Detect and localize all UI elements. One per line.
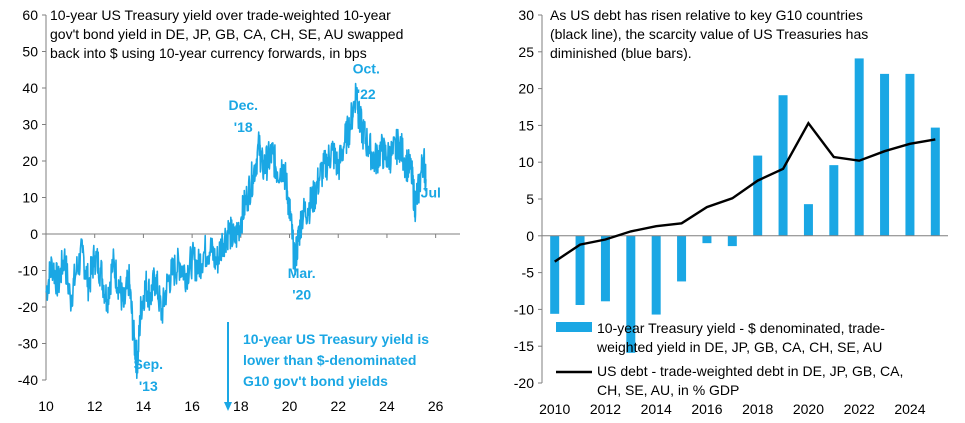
left-x-tick-label: 20 [282,398,298,414]
left-annotation: Jul [421,185,441,201]
left-y-tick-label: -20 [18,299,38,315]
right-chart: -20 -15 -10 -5 0 5 10 15 20 25 30 2010 2012 2014 2016… [514,7,948,417]
right-y-tick-label: 5 [526,191,534,207]
right-bar [600,235,610,302]
left-title-line: back into $ using 10-year currency forwa… [50,45,367,61]
left-y-tick-label: 10 [22,190,38,206]
right-bar [575,235,585,305]
left-y-tick-label: 30 [22,117,38,133]
left-annotation: '13 [139,378,158,394]
left-callout-line: lower than $-denominated [243,352,416,368]
right-bar [626,235,636,353]
right-y-tick-label: -10 [514,301,534,317]
right-bar [854,58,864,236]
left-y-tick-label: 0 [30,226,38,242]
right-x-tick-label: 2010 [539,401,570,417]
left-x-tick-label: 12 [87,398,103,414]
left-annotation: Dec. [228,97,258,113]
left-x-tick-label: 26 [428,398,444,414]
legend-bar-label: weighted yield in DE, JP, GB, CA, CH, SE… [596,339,882,355]
right-title-line: As US debt has risen relative to key G10… [550,7,863,23]
right-y-tick-label: -5 [522,265,535,281]
left-x-tick-label: 10 [38,398,54,414]
right-x-tick-label: 2014 [641,401,672,417]
right-bar [753,155,763,236]
left-y-tick-label: 40 [22,80,38,96]
left-annotation: '20 [292,287,311,303]
right-y-tick-label: 20 [518,81,534,97]
left-x-tick-label: 24 [379,398,395,414]
right-bar [905,73,915,236]
right-y-tick-label: 15 [518,117,534,133]
legend-line-label: US debt - trade-weighted debt in DE, JP,… [597,363,903,379]
right-bar [651,235,661,315]
left-chart: -40 -30 -20 -10 0 10 20 30 40 50 60 10 12 14 16 18 20 22… [18,7,460,414]
left-y-tick-label: 20 [22,153,38,169]
right-x-tick-label: 2022 [844,401,875,417]
left-y-tick-label: 50 [22,44,38,60]
left-y-tick-label: -30 [18,336,38,352]
right-debt-line [554,121,936,263]
left-y-tick-label: -10 [18,263,38,279]
right-bar [727,235,737,247]
left-y-tick-label: -40 [18,372,38,388]
left-annotation: Oct. [353,60,380,76]
right-bar [677,235,687,282]
left-x-tick-label: 16 [184,398,200,414]
right-y-tick-label: 30 [518,7,534,23]
left-annotation: '18 [234,119,253,135]
right-y-tick-label: 10 [518,154,534,170]
legend-bar-swatch [556,322,592,332]
right-x-tick-label: 2012 [590,401,621,417]
right-x-tick-label: 2020 [793,401,824,417]
right-title-line: (black line), the scarcity value of US T… [550,26,868,42]
left-x-tick-label: 14 [136,398,152,414]
right-bar [550,235,560,314]
left-title-line: gov't bond yield in DE, JP, GB, CA, CH, … [50,26,403,42]
down-arrow-head [224,402,232,411]
right-y-tick-label: 0 [526,228,534,244]
left-annotation: Sep. [133,356,163,372]
right-bar [930,127,940,236]
left-y-tick-label: 60 [22,7,38,23]
left-callout-line: 10-year US Treasury yield is [243,331,429,347]
left-annotation: '22 [357,86,376,102]
right-bar [778,95,788,236]
left-x-tick-label: 18 [233,398,249,414]
legend-bar-label: 10-year Treasury yield - $ denominated, … [597,320,885,336]
left-series-line [45,82,427,379]
right-x-tick-label: 2018 [742,401,773,417]
right-y-tick-label: -20 [514,375,534,391]
right-bar [702,235,712,244]
left-annotation: Mar. [288,265,316,281]
left-title-line: 10-year US Treasury yield over trade-wei… [50,7,391,23]
right-bar [880,73,890,236]
right-y-tick-label: -15 [514,338,534,354]
left-x-tick-label: 22 [330,398,346,414]
right-bar [803,204,813,236]
right-y-tick-label: 25 [518,44,534,60]
right-x-tick-label: 2024 [894,401,925,417]
legend-line-label: CH, SE, AU, in % GDP [597,382,739,398]
right-x-tick-label: 2016 [691,401,722,417]
right-title-line: diminished (blue bars). [550,45,692,61]
right-bar [829,165,839,236]
left-callout-line: G10 gov't bond yields [243,373,388,389]
